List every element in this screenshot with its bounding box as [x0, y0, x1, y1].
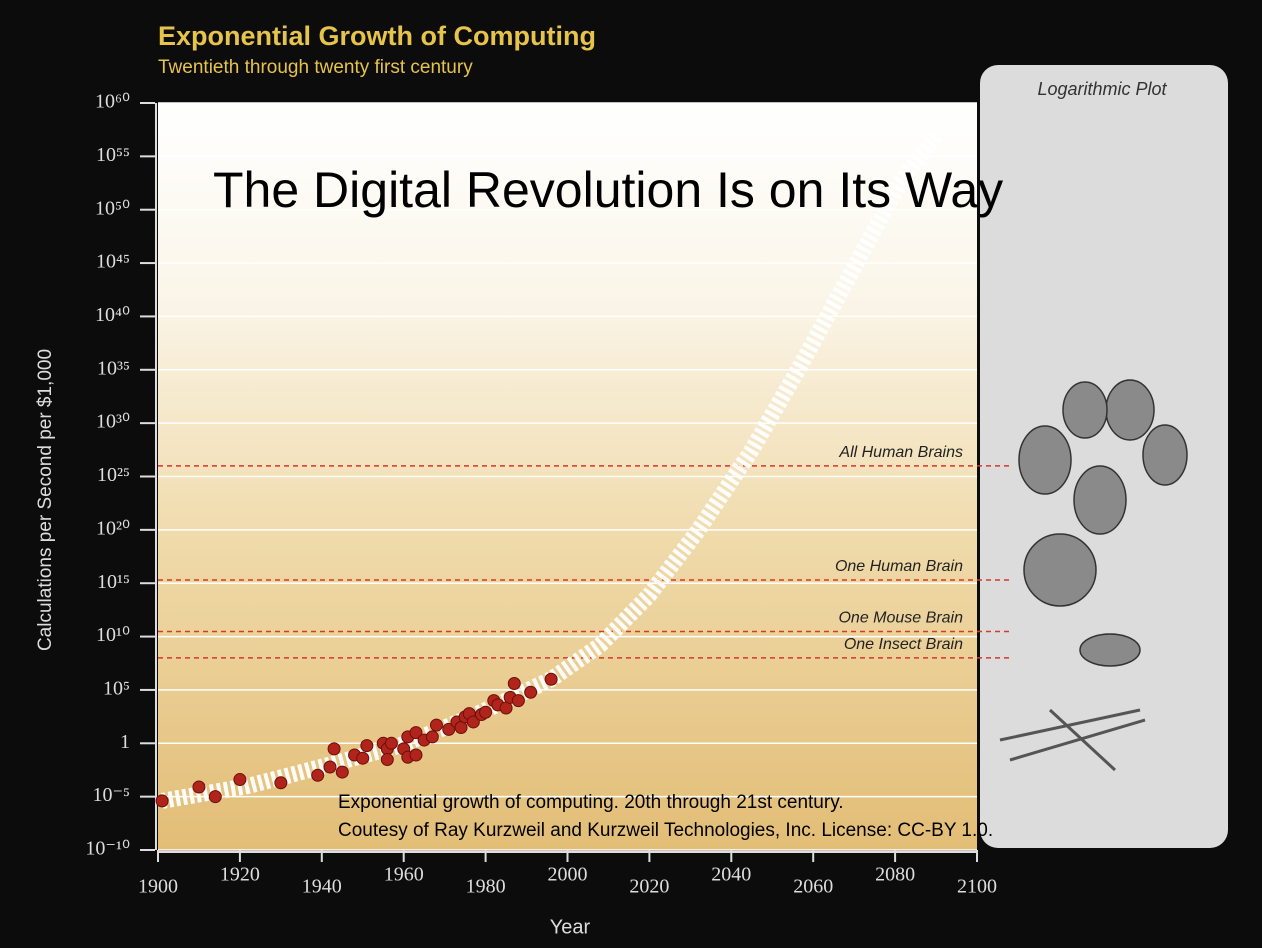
reference-label: One Human Brain: [835, 558, 963, 575]
y-tick-label: 10⁴⁵: [96, 251, 130, 273]
data-point: [545, 673, 557, 685]
y-tick-label: 10²⁵: [97, 464, 130, 486]
x-tick-label: 2060: [793, 876, 833, 898]
data-point: [328, 743, 340, 755]
data-point: [410, 749, 422, 761]
y-tick-label: 10⁻¹⁰: [85, 838, 130, 860]
data-point: [336, 766, 348, 778]
y-tick-label: 10⁵: [103, 678, 130, 700]
page: 10⁻¹⁰ 10⁻⁵ 1 10⁵ 10¹⁰ 10¹⁵ 10²⁰ 10²⁵ 10³⁰ 10³⁵ 10⁴…: [0, 0, 1262, 948]
y-axis-label: Calculations per Second per $1,000: [35, 349, 56, 651]
data-point: [430, 719, 442, 731]
reference-label: All Human Brains: [838, 444, 963, 461]
y-tick-label: 1: [120, 731, 130, 753]
chart: 10⁻¹⁰ 10⁻⁵ 1 10⁵ 10¹⁰ 10¹⁵ 10²⁰ 10²⁵ 10³⁰ 10³⁵ 10⁴…: [0, 0, 1262, 948]
data-point: [512, 695, 524, 707]
data-point: [361, 740, 373, 752]
y-tick-label: 10¹⁰: [96, 624, 130, 646]
data-point: [426, 731, 438, 743]
side-panel: [980, 65, 1228, 848]
data-point: [193, 781, 205, 793]
data-point: [480, 706, 492, 718]
x-tick-label: 2020: [629, 876, 669, 898]
x-tick-label: 1920: [220, 864, 260, 886]
data-point: [156, 795, 168, 807]
caption: Coutesy of Ray Kurzweil and Kurzweil Tec…: [338, 820, 993, 841]
data-point: [508, 678, 520, 690]
data-point: [324, 761, 336, 773]
x-tick-label: 2000: [548, 864, 588, 886]
data-point: [525, 686, 537, 698]
reference-label: One Mouse Brain: [838, 610, 963, 627]
y-tick-label: 10³⁰: [96, 411, 130, 433]
x-tick-label: 2100: [957, 876, 997, 898]
reference-label: One Insect Brain: [844, 636, 963, 653]
y-tick-label: 10⁵⁵: [96, 144, 130, 166]
x-tick-label: 1960: [384, 864, 424, 886]
chart-subtitle: Twentieth through twenty first century: [158, 57, 473, 78]
y-tick-label: 10⁻⁵: [92, 784, 130, 806]
data-point: [385, 737, 397, 749]
x-tick-label: 1940: [302, 876, 342, 898]
data-point: [275, 777, 287, 789]
y-tick-label: 10²⁰: [96, 517, 130, 539]
data-point: [357, 752, 369, 764]
x-tick-label: 1980: [466, 876, 506, 898]
y-tick-label: 10³⁵: [97, 357, 130, 379]
y-tick-label: 10⁵⁰: [95, 197, 130, 219]
data-point: [209, 791, 221, 803]
y-tick-label: 10¹⁵: [97, 571, 130, 593]
x-tick-label: 2080: [875, 864, 915, 886]
y-tick-label: 10⁶⁰: [95, 91, 130, 113]
x-tick-label: 1900: [138, 876, 178, 898]
x-tick-label: 2040: [711, 864, 751, 886]
data-point: [312, 769, 324, 781]
data-point: [234, 774, 246, 786]
overlay-title: The Digital Revolution Is on Its Way: [213, 162, 1003, 218]
data-point: [381, 754, 393, 766]
chart-title: Exponential Growth of Computing: [158, 21, 596, 51]
y-tick-label: 10⁴⁰: [95, 304, 130, 326]
panel-title: Logarithmic Plot: [1037, 79, 1167, 99]
x-axis-label: Year: [550, 916, 591, 938]
caption: Exponential growth of computing. 20th th…: [338, 792, 844, 813]
